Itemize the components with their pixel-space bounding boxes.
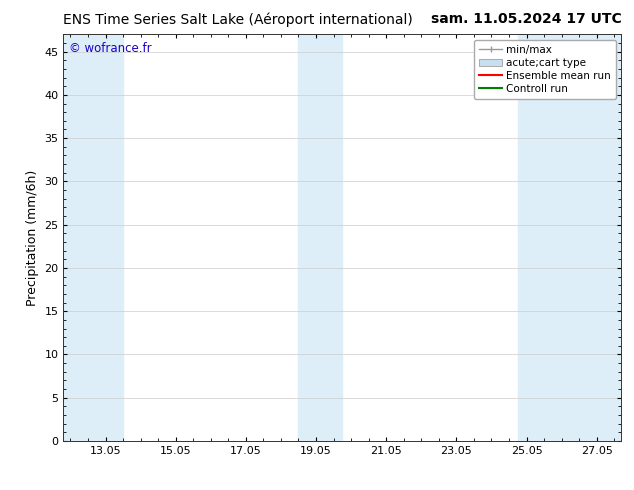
Legend: min/max, acute;cart type, Ensemble mean run, Controll run: min/max, acute;cart type, Ensemble mean … bbox=[474, 40, 616, 99]
Bar bbox=[63, 34, 123, 441]
Text: ENS Time Series Salt Lake (Aéroport international): ENS Time Series Salt Lake (Aéroport inte… bbox=[63, 12, 413, 27]
Bar bbox=[518, 34, 621, 441]
Text: © wofrance.fr: © wofrance.fr bbox=[69, 43, 152, 55]
Bar bbox=[299, 34, 342, 441]
Y-axis label: Precipitation (mm/6h): Precipitation (mm/6h) bbox=[26, 170, 39, 306]
Text: sam. 11.05.2024 17 UTC: sam. 11.05.2024 17 UTC bbox=[430, 12, 621, 26]
